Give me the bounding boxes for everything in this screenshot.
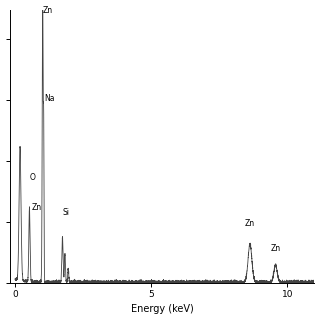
Text: Zn: Zn — [43, 6, 53, 15]
Text: Zn: Zn — [32, 203, 42, 212]
Text: O: O — [29, 173, 35, 182]
Text: Zn: Zn — [245, 219, 255, 228]
X-axis label: Energy (keV): Energy (keV) — [131, 304, 194, 315]
Text: Si: Si — [62, 208, 69, 217]
Text: Zn: Zn — [270, 244, 281, 253]
Text: Na: Na — [44, 93, 55, 102]
